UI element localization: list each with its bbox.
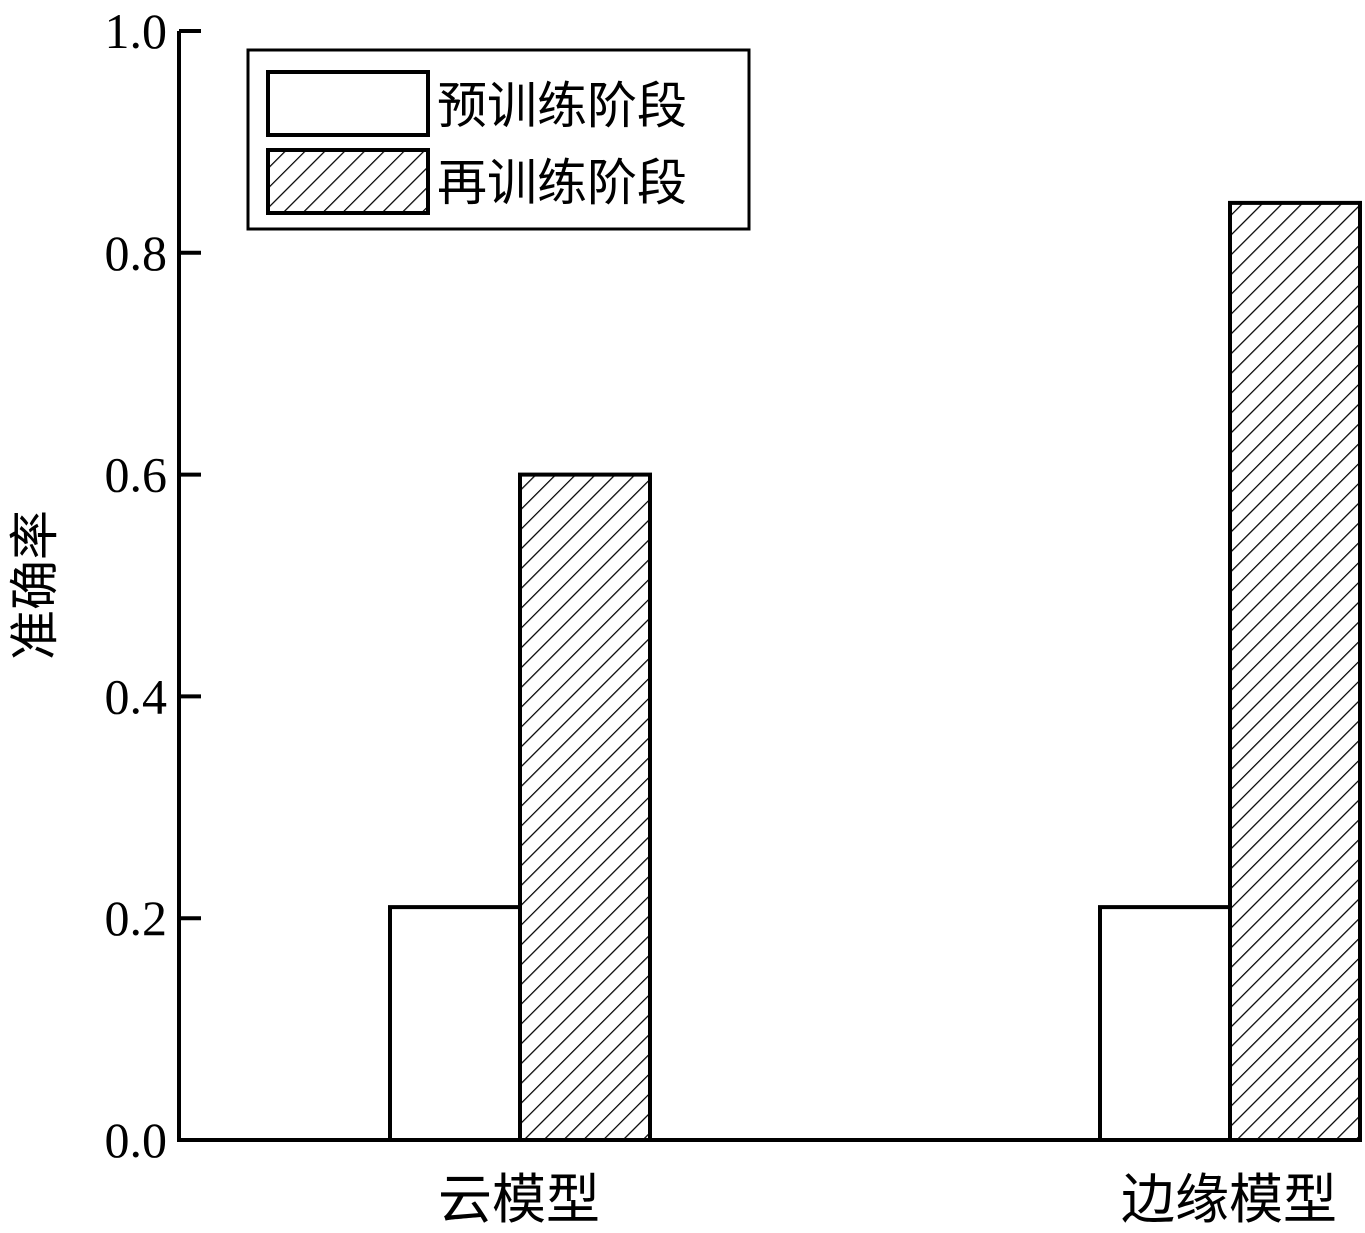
bar-pretrain-1: [1098, 905, 1232, 1142]
legend-swatch-retrain: [266, 148, 430, 215]
y-axis-label-group: 准确率: [6, 510, 64, 660]
y-tick-label: 1.0: [105, 3, 168, 59]
bar-pretrain-0: [388, 905, 522, 1142]
x-tick-label: 云模型: [438, 1168, 600, 1231]
y-tick-label: 0.0: [105, 1112, 168, 1168]
legend-swatch-pretrain: [266, 70, 430, 137]
legend-label-pretrain: 预训练阶段: [437, 77, 687, 135]
y-tick-label: 0.2: [105, 890, 168, 946]
bars-group: [388, 200, 1362, 1143]
y-ticks-group: 0.0 0.2 0.4 0.6 0.8 1.0: [105, 3, 201, 1168]
x-labels-group: 云模型 边缘模型: [438, 1168, 1337, 1231]
legend: 预训练阶段 再训练阶段: [246, 48, 751, 231]
x-tick-label: 边缘模型: [1121, 1168, 1337, 1231]
bar-retrain-0: [518, 472, 652, 1143]
legend-label-retrain: 再训练阶段: [437, 154, 687, 212]
y-tick-label: 0.6: [105, 447, 168, 503]
bar-retrain-1: [1228, 200, 1362, 1142]
y-axis-label: 准确率: [6, 510, 64, 660]
axes-group: [177, 31, 1362, 1142]
y-tick-label: 0.8: [105, 225, 168, 281]
y-tick-label: 0.4: [105, 668, 168, 724]
